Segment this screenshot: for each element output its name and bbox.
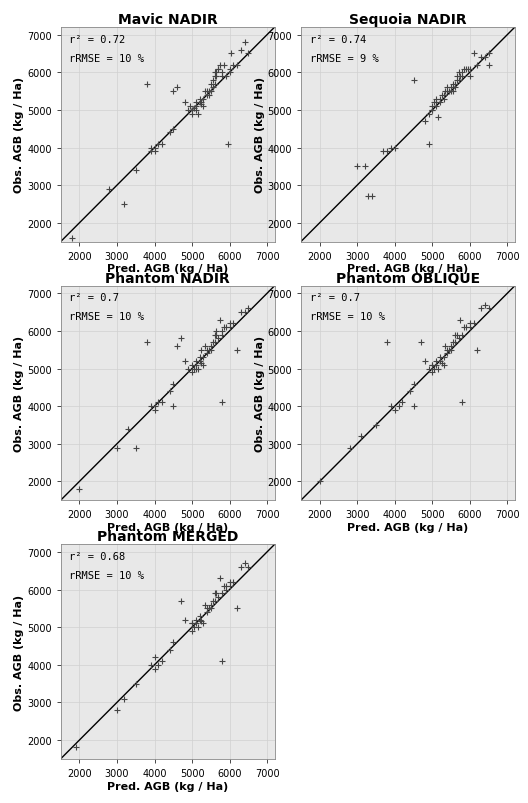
- Title: Mavic NADIR: Mavic NADIR: [118, 13, 218, 27]
- X-axis label: Pred. AGB (kg / Ha): Pred. AGB (kg / Ha): [107, 522, 228, 532]
- Text: r² = 0.68: r² = 0.68: [69, 551, 126, 561]
- Y-axis label: Obs. AGB (kg / Ha): Obs. AGB (kg / Ha): [14, 593, 24, 710]
- X-axis label: Pred. AGB (kg / Ha): Pred. AGB (kg / Ha): [107, 781, 228, 791]
- Text: rRMSE = 10 %: rRMSE = 10 %: [69, 312, 144, 322]
- Text: rRMSE = 10 %: rRMSE = 10 %: [69, 54, 144, 63]
- Title: Sequoia NADIR: Sequoia NADIR: [349, 13, 467, 27]
- Text: r² = 0.74: r² = 0.74: [309, 35, 366, 44]
- Title: Phantom MERGED: Phantom MERGED: [97, 529, 238, 544]
- Title: Phantom OBLIQUE: Phantom OBLIQUE: [336, 271, 480, 285]
- Y-axis label: Obs. AGB (kg / Ha): Obs. AGB (kg / Ha): [254, 336, 265, 451]
- Text: r² = 0.7: r² = 0.7: [309, 293, 360, 303]
- Y-axis label: Obs. AGB (kg / Ha): Obs. AGB (kg / Ha): [254, 77, 265, 194]
- Text: r² = 0.72: r² = 0.72: [69, 35, 126, 44]
- X-axis label: Pred. AGB (kg / Ha): Pred. AGB (kg / Ha): [107, 264, 228, 274]
- Text: r² = 0.7: r² = 0.7: [69, 293, 119, 303]
- Y-axis label: Obs. AGB (kg / Ha): Obs. AGB (kg / Ha): [14, 77, 24, 194]
- Text: rRMSE = 10 %: rRMSE = 10 %: [309, 312, 384, 322]
- Title: Phantom NADIR: Phantom NADIR: [105, 271, 230, 285]
- X-axis label: Pred. AGB (kg / Ha): Pred. AGB (kg / Ha): [347, 522, 468, 532]
- Text: rRMSE = 9 %: rRMSE = 9 %: [309, 54, 378, 63]
- Y-axis label: Obs. AGB (kg / Ha): Obs. AGB (kg / Ha): [14, 336, 24, 451]
- Text: rRMSE = 10 %: rRMSE = 10 %: [69, 570, 144, 581]
- X-axis label: Pred. AGB (kg / Ha): Pred. AGB (kg / Ha): [347, 264, 468, 274]
